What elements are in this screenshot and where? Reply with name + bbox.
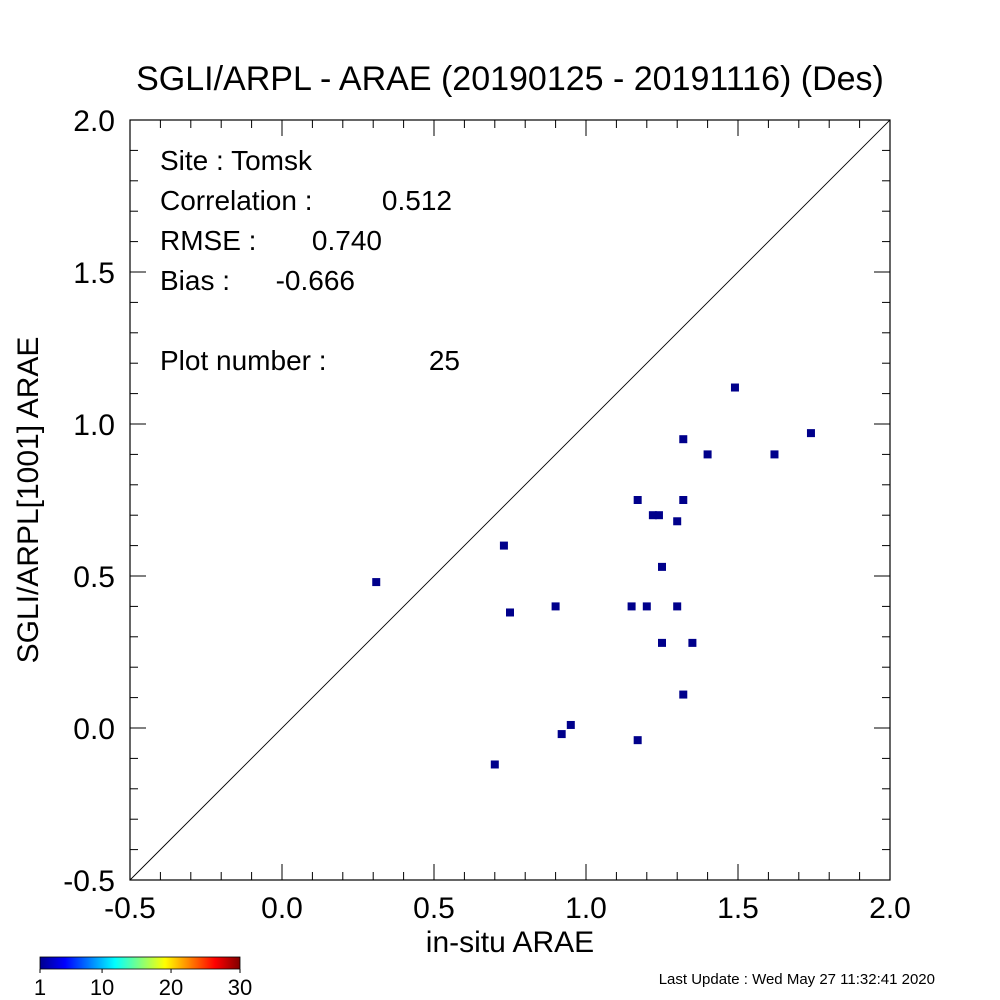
colorbar-ticks: 1 10 20 30 — [34, 969, 252, 1000]
data-point — [658, 638, 666, 647]
data-point — [770, 450, 779, 459]
data-point — [633, 736, 642, 745]
data-point — [499, 541, 508, 550]
data-point — [679, 435, 688, 444]
x-axis-label: in-situ ARAE — [426, 926, 594, 959]
y-tick-label: 2.0 — [73, 105, 115, 138]
stat-label: Site : Tomsk — [160, 145, 313, 176]
chart-title: SGLI/ARPL - ARAE (20190125 - 20191116) (… — [136, 60, 884, 98]
data-point — [490, 760, 499, 769]
x-tick-label: 1.0 — [565, 892, 607, 925]
x-tick-label: -0.5 — [104, 892, 156, 925]
colorbar: 1 10 20 30 — [34, 956, 252, 1000]
y-axis-label: SGLI/ARPL[1001] ARAE — [12, 337, 45, 664]
colorbar-gradient — [39, 956, 241, 970]
data-point — [673, 517, 682, 526]
data-point — [688, 638, 697, 647]
y-tick-label: 0.5 — [73, 561, 115, 594]
data-points — [372, 383, 815, 769]
data-point — [654, 511, 663, 520]
data-point — [730, 383, 739, 392]
x-tick-label: 0.0 — [261, 892, 303, 925]
colorbar-tick-label: 20 — [159, 975, 183, 1000]
data-point — [557, 730, 566, 739]
data-point — [679, 496, 688, 504]
y-tick-label: 1.5 — [73, 257, 115, 290]
data-point — [566, 720, 575, 729]
stat-label: Correlation : — [160, 185, 313, 216]
stat-value: 25 — [429, 345, 460, 376]
stat-value: 0.512 — [382, 185, 452, 216]
plot-area — [129, 119, 891, 881]
y-tick-label: 0.0 — [73, 713, 115, 746]
stat-value: -0.666 — [276, 265, 355, 296]
data-point — [658, 562, 666, 571]
data-point — [648, 511, 657, 520]
y-tick-label: 1.0 — [73, 409, 115, 442]
x-tick-label: 2.0 — [869, 892, 911, 925]
data-point — [806, 429, 815, 438]
data-point — [679, 690, 688, 699]
x-tick-labels: -0.5 0.0 0.5 1.0 1.5 2.0 — [104, 892, 911, 925]
y-tick-labels: -0.5 0.0 0.5 1.0 1.5 2.0 — [63, 105, 115, 898]
data-point — [703, 450, 712, 459]
stat-label: Bias : — [160, 265, 230, 296]
x-tick-label: 1.5 — [717, 892, 759, 925]
colorbar-tick-label: 1 — [34, 975, 46, 1000]
data-point — [633, 496, 642, 504]
last-update-text: Last Update : Wed May 27 11:32:41 2020 — [659, 971, 935, 988]
data-point — [506, 608, 514, 617]
data-point — [673, 602, 682, 611]
statistics-box: Site : Tomsk Correlation : 0.512 RMSE : 0.74… — [160, 145, 460, 376]
stat-label: Plot number : — [160, 345, 327, 376]
colorbar-tick-label: 30 — [228, 975, 252, 1000]
one-to-one-line — [129, 119, 891, 881]
data-point — [372, 578, 381, 587]
plot-frame — [129, 119, 891, 881]
colorbar-tick-label: 10 — [90, 975, 114, 1000]
data-point — [627, 602, 636, 611]
stat-label: RMSE : — [160, 225, 256, 256]
data-point — [642, 602, 651, 611]
stat-value: 0.740 — [312, 225, 382, 256]
data-point — [551, 602, 560, 611]
y-tick-label: -0.5 — [63, 865, 115, 898]
x-tick-label: 0.5 — [413, 892, 455, 925]
axis-ticks — [129, 119, 891, 881]
